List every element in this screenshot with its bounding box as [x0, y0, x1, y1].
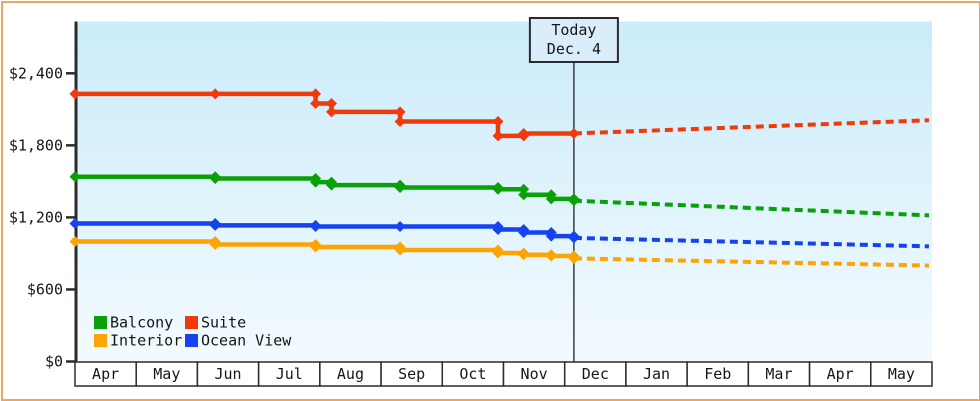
month-label: Jun	[214, 365, 241, 383]
legend-label-balcony: Balcony	[110, 314, 173, 332]
series-ocean-view-marker	[492, 224, 504, 236]
series-suite-marker	[209, 88, 221, 100]
y-tick-label: $0	[45, 353, 63, 371]
legend-swatch-ocean-view	[185, 334, 198, 347]
month-cell	[74, 361, 137, 387]
series-balcony-marker	[394, 181, 406, 193]
series-ocean-view-projection-dotted-line	[573, 235, 929, 249]
series-suite-marker	[394, 106, 406, 118]
month-label: Mar	[765, 365, 792, 383]
month-label: Sep	[398, 365, 425, 383]
series-interior-projection-dotted-line	[573, 256, 929, 268]
series-suite-marker	[394, 115, 406, 127]
series-interior-marker	[568, 252, 580, 264]
series-balcony-marker	[545, 193, 557, 205]
series-ocean-view-marker	[310, 221, 322, 233]
month-cell	[196, 361, 260, 387]
series-interior-marker	[394, 244, 406, 256]
series-suite-projection-dotted-line	[573, 118, 930, 136]
series-suite-marker	[518, 127, 530, 139]
month-cell	[808, 361, 872, 387]
series-balcony-marker	[325, 179, 337, 191]
series-interior-marker	[492, 247, 504, 259]
month-cell	[686, 361, 750, 387]
month-label: Jan	[643, 365, 670, 383]
month-label: Oct	[459, 365, 486, 383]
month-cell	[870, 361, 933, 387]
series-interior-marker	[310, 241, 322, 253]
series-ocean-view-marker	[545, 230, 557, 242]
series-ocean-view-marker	[69, 218, 81, 230]
legend-label-suite: Suite	[201, 314, 246, 332]
series-balcony-marker	[492, 183, 504, 195]
month-cell	[135, 361, 199, 387]
y-tick-label: $600	[27, 280, 63, 298]
month-cell	[625, 361, 688, 387]
month-label: Apr	[827, 365, 854, 383]
series-interior-marker	[545, 250, 557, 262]
legend-swatch-balcony	[94, 316, 107, 329]
series-ocean-view-marker	[209, 219, 221, 231]
series-interior-marker	[209, 239, 221, 251]
month-label: May	[153, 365, 180, 383]
legend-swatch-interior	[94, 334, 107, 347]
series-suite-marker	[69, 88, 81, 100]
series-ocean-view-marker	[394, 221, 406, 233]
month-cell	[319, 361, 382, 387]
month-label: Aug	[337, 365, 364, 383]
y-tick-label: $1,800	[9, 136, 63, 154]
series-suite-marker	[310, 88, 322, 100]
series-suite-marker	[310, 97, 322, 109]
month-label: Nov	[521, 365, 548, 383]
month-label: Jul	[276, 365, 303, 383]
month-label: May	[888, 365, 915, 383]
series-balcony-marker	[209, 172, 221, 184]
y-tick-label: $1,200	[9, 208, 63, 226]
series-suite-marker	[492, 115, 504, 127]
today-label: Today	[551, 21, 596, 39]
series-suite-marker	[492, 130, 504, 142]
today-date: Dec. 4	[547, 40, 601, 58]
legend-swatch-suite	[185, 316, 198, 329]
series-balcony-projection-dotted-line	[573, 198, 930, 218]
series-balcony-marker	[568, 195, 580, 207]
series-interior-marker	[69, 236, 81, 248]
series-interior-marker	[518, 249, 530, 261]
month-label: Feb	[704, 365, 731, 383]
month-cell	[563, 361, 627, 387]
series-suite-marker	[325, 97, 337, 109]
month-label: Apr	[92, 365, 119, 383]
today-box	[528, 17, 619, 63]
month-cell	[502, 361, 566, 387]
series-ocean-view-marker	[518, 227, 530, 239]
series-balcony-marker	[518, 189, 530, 201]
series-ocean-view-marker	[568, 232, 580, 244]
series-suite-marker	[568, 127, 580, 139]
y-tick-label: $2,400	[9, 64, 63, 82]
series-balcony-marker	[69, 171, 81, 183]
legend-label-interior: Interior	[110, 332, 182, 350]
month-label: Dec	[582, 365, 609, 383]
series-suite-marker	[325, 106, 337, 118]
legend-label-ocean-view: Ocean View	[201, 332, 292, 350]
series-balcony-marker	[310, 176, 322, 188]
month-cell	[441, 361, 505, 387]
